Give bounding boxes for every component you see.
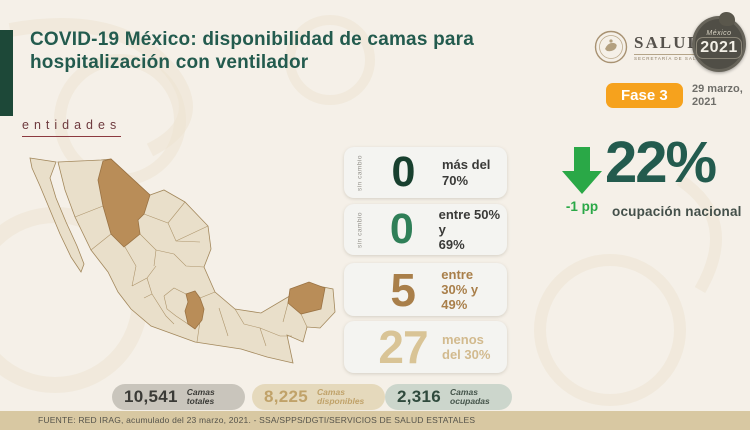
trend-down-arrow-icon: [562, 147, 602, 194]
mexico-2021-emblem: México 2021: [692, 12, 746, 72]
stat-box-over-70: sin cambio 0 más del 70%: [344, 147, 507, 198]
stat-value: 0: [391, 148, 416, 196]
pill-value: 10,541: [124, 387, 178, 406]
change-note: sin cambio: [356, 211, 364, 248]
national-occupancy-label: ocupación nacional: [612, 204, 742, 219]
highlighted-states: [97, 158, 326, 330]
stat-value: 27: [378, 321, 428, 373]
pill-label: Camas ocupadas: [450, 386, 490, 406]
pill-camas-ocupadas: 2,316 Camas ocupadas: [385, 384, 512, 410]
salud-wordmark: SALUD: [634, 33, 702, 52]
trend-change-label: -1 pp: [565, 199, 599, 214]
pill-value: 2,316: [397, 387, 442, 406]
stat-label: entre 30% y 49%: [441, 266, 479, 313]
stat-label: más del 70%: [442, 157, 491, 188]
pill-camas-disponibles: 8,225 Camas disponibles: [252, 384, 385, 410]
fase-badge: Fase 3: [606, 83, 683, 108]
stat-box-50-69: sin cambio 0 entre 50% y 69%: [344, 204, 507, 255]
state-north: [97, 158, 151, 248]
stat-value: 5: [390, 263, 416, 316]
stat-box-30-49: 5 entre 30% y 49%: [344, 263, 507, 316]
stat-label: entre 50% y 69%: [438, 206, 501, 253]
stat-box-under-30: 27 menos del 30%: [344, 321, 507, 373]
source-footer: FUENTE: RED IRAG, acumulado del 23 marzo…: [0, 411, 750, 430]
government-seal-icon: [594, 30, 628, 64]
stat-value: 0: [389, 205, 414, 253]
pill-label: Camas totales: [186, 386, 215, 406]
emblem-mexico-text: México: [706, 29, 732, 37]
emblem-year-text: 2021: [696, 36, 742, 59]
change-note: sin cambio: [356, 154, 364, 191]
page-title: COVID-19 México: disponibilidad de camas…: [30, 29, 475, 74]
stat-label: menos del 30%: [442, 331, 491, 362]
state-borders: [74, 201, 308, 347]
salud-logo: SALUD SECRETARÍA DE SALUD: [594, 30, 705, 64]
title-accent-bar: [0, 30, 13, 116]
state-peninsula: [287, 281, 326, 315]
pill-camas-totales: 10,541 Camas totales: [112, 384, 245, 410]
entidades-label: entidades: [22, 118, 122, 137]
date-label: 29 marzo, 2021: [692, 83, 743, 109]
mexico-choropleth-map: [29, 157, 336, 364]
state-center: [184, 290, 205, 330]
salud-subtitle: SECRETARÍA DE SALUD: [634, 54, 705, 61]
pill-value: 8,225: [264, 387, 309, 406]
pill-label: Camas disponibles: [317, 386, 365, 406]
national-occupancy-value: 22%: [605, 130, 717, 195]
